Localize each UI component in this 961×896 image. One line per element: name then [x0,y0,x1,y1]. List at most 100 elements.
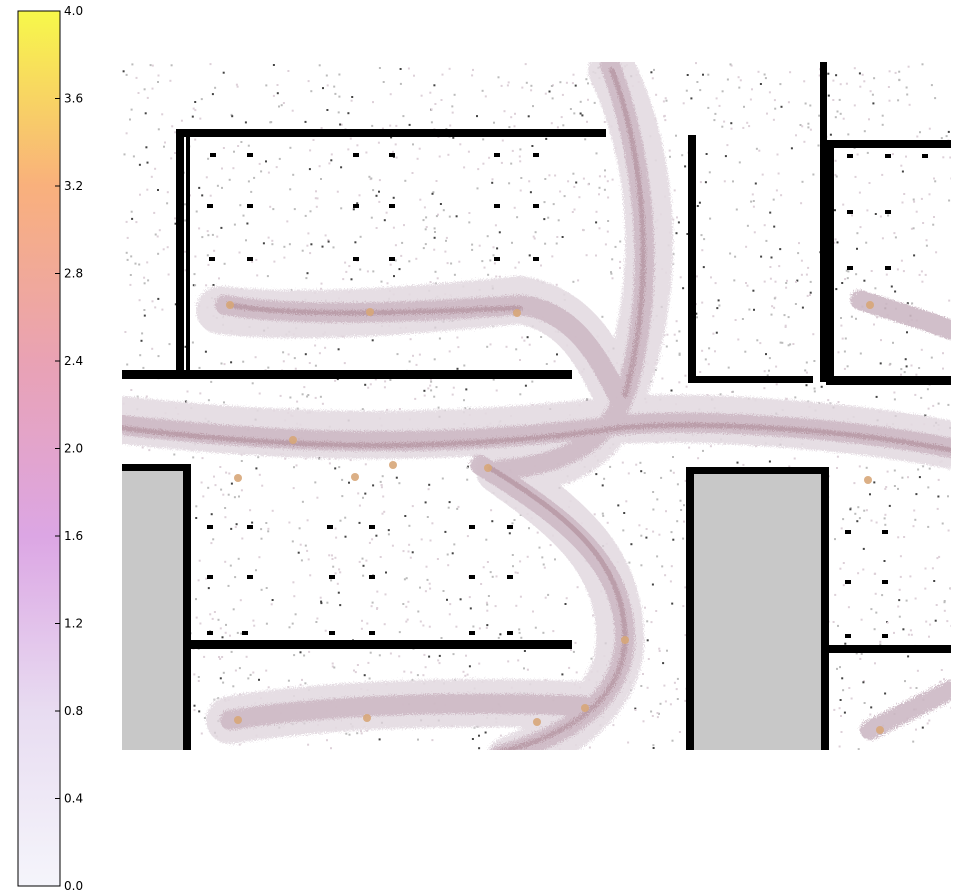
noise-speckle [653,68,655,71]
noise-speckle [912,740,915,743]
noise-speckle [447,564,450,567]
noise-speckle [584,138,587,141]
noise-speckle [486,609,489,612]
noise-speckle [644,606,646,609]
noise-speckle [449,124,452,127]
noise-speckle [606,521,609,524]
noise-speckle [337,591,340,594]
noise-speckle [253,176,256,179]
noise-speckle [640,534,643,537]
noise-speckle [411,505,414,508]
noise-speckle [508,532,511,535]
noise-speckle [239,599,242,602]
noise-speckle [129,118,131,121]
noise-speckle [238,667,241,670]
noise-speckle [168,343,171,346]
noise-speckle [223,401,225,404]
noise-speckle [900,373,902,376]
noise-speckle [296,407,299,410]
noise-speckle [386,282,389,285]
noise-speckle [898,588,901,591]
noise-speckle [138,299,141,302]
noise-speckle [314,364,317,367]
noise-speckle [750,200,753,203]
hotspot [621,636,629,644]
noise-speckle [332,246,335,249]
noise-speckle [141,446,144,449]
noise-speckle [419,620,422,623]
noise-speckle [395,156,398,159]
noise-speckle [166,246,169,249]
noise-speckle [759,83,762,85]
noise-speckle [929,623,932,626]
noise-speckle [324,346,327,349]
noise-speckle [258,678,260,681]
noise-speckle [258,473,261,476]
noise-speckle [651,77,654,80]
noise-speckle [222,681,225,684]
noise-speckle [332,565,335,568]
noise-speckle [881,594,884,597]
noise-speckle [267,171,270,174]
noise-speckle [602,514,605,517]
noise-speckle [643,472,646,474]
noise-speckle [272,94,275,97]
noise-speckle [213,698,216,701]
noise-speckle [394,244,397,247]
noise-speckle [856,153,859,156]
noise-speckle [283,256,286,259]
noise-speckle [676,483,679,486]
noise-speckle [756,339,759,342]
noise-speckle [907,655,910,658]
noise-speckle [222,671,225,674]
noise-speckle [242,214,245,217]
noise-speckle [217,697,220,700]
noise-speckle [651,583,654,586]
noise-speckle [568,666,571,669]
noise-speckle [746,284,749,287]
noise-speckle [918,273,921,276]
noise-speckle [235,83,238,86]
noise-speckle [193,704,196,707]
noise-speckle [210,513,213,516]
noise-speckle [572,650,575,653]
noise-speckle [382,81,385,83]
noise-speckle [197,676,200,678]
noise-speckle [314,396,317,399]
noise-speckle [945,135,948,138]
noise-speckle [139,354,142,357]
noise-speckle [338,466,341,469]
noise-speckle [582,177,585,180]
noise-speckle [833,708,836,711]
noise-speckle [439,203,442,205]
noise-speckle [769,266,772,268]
noise-speckle [468,596,471,599]
noise-speckle [146,96,149,99]
obstacle-dot [533,257,539,261]
noise-speckle [794,396,797,399]
noise-speckle [552,84,554,87]
noise-speckle [306,519,309,522]
noise-speckle [223,363,226,366]
noise-speckle [715,97,718,100]
noise-speckle [803,140,806,143]
noise-speckle [511,149,514,152]
noise-speckle [769,277,772,280]
noise-speckle [378,67,381,69]
noise-speckle [820,385,823,388]
noise-speckle [672,252,675,255]
noise-speckle [383,623,386,626]
noise-speckle [840,527,843,530]
noise-speckle [748,125,751,128]
noise-speckle [201,236,204,239]
noise-speckle [936,557,939,560]
noise-speckle [595,221,598,224]
noise-speckle [221,636,224,639]
obstacle-dot [353,153,359,157]
noise-speckle [840,324,843,327]
noise-speckle [423,653,426,656]
noise-speckle [368,677,371,680]
noise-speckle [193,673,196,676]
hotspot [234,474,242,482]
noise-speckle [730,122,733,125]
